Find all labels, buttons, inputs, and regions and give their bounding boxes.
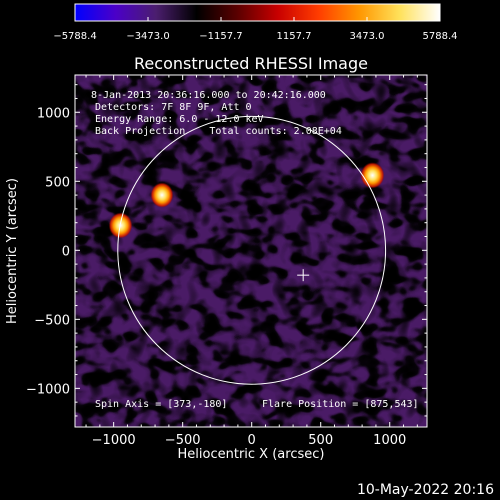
y-tick-label: 0 [62,244,70,259]
annotation-energy-range: Energy Range: 6.0 - 12.0 keV [95,114,264,125]
x-axis-label: Heliocentric X (arcsec) [178,447,325,462]
colorbar: −5788.4 −3473.0 −1157.7 1157.7 3473.0 5788.4 [53,4,457,42]
colorbar-tick-label: 5788.4 [423,31,458,42]
x-tick-label: −1000 [92,433,136,448]
colorbar-tick-label: 1157.7 [277,31,312,42]
footer-timestamp: 10-May-2022 20:16 [357,482,494,498]
x-tick-label: 0 [248,433,256,448]
bright-source [150,182,173,207]
colorbar-tick-label: 3473.0 [349,31,384,42]
colorbar-strip [75,4,440,21]
x-tick-label: 1000 [373,433,406,448]
y-tick-label: −500 [34,313,70,328]
x-tick-label: −500 [165,433,201,448]
y-tick-label: −1000 [26,382,70,397]
annotation-method-counts: Back Projection Total counts: 2.08E+04 [95,126,342,137]
bright-source [360,162,384,188]
y-axis-label: Heliocentric Y (arcsec) [5,178,20,324]
chart-title: Reconstructed RHESSI Image [134,54,368,73]
colorbar-tick-label: −5788.4 [53,31,96,42]
flare-position-label: Flare Position = [875,543] [262,399,419,410]
spin-axis-label: Spin Axis = [373,-180] [95,399,227,410]
colorbar-tick-label: −3473.0 [126,31,169,42]
annotation-detectors: Detectors: 7F 8F 9F, Att 0 [95,102,252,113]
annotation-time-range: 8-Jan-2013 20:36:16.000 to 20:42:16.000 [91,90,326,101]
y-tick-label: 1000 [37,106,70,121]
colorbar-tick-label: −1157.7 [199,31,242,42]
y-tick-label: 500 [45,175,70,190]
x-tick-label: 500 [308,433,333,448]
